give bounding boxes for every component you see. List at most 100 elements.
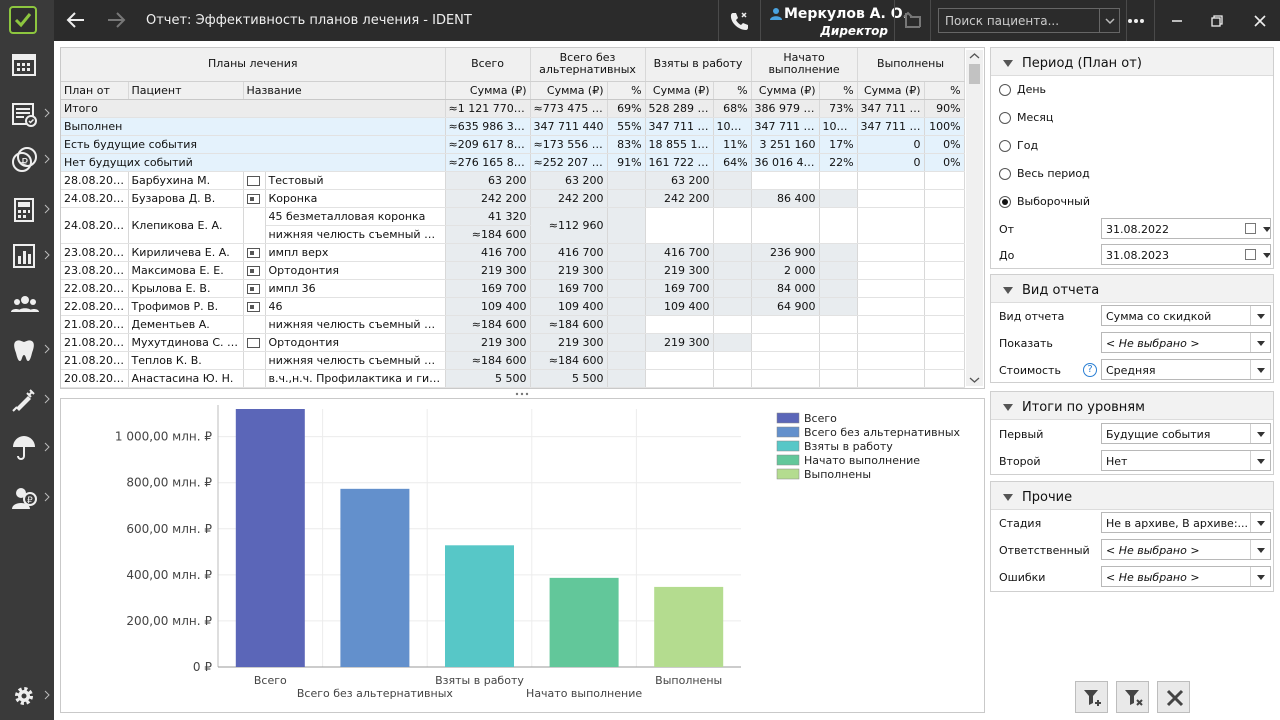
table-row[interactable]: 22.08.2023 Крылова Е. В. импл 36 169 700 169… bbox=[61, 279, 965, 298]
history-icon[interactable] bbox=[902, 9, 924, 31]
header-started[interactable]: Начато выполнение bbox=[751, 48, 858, 82]
summary-row[interactable]: Есть будущие события ≈209 617 885 ≈173 556… bbox=[61, 135, 965, 154]
chevron-down-icon[interactable] bbox=[1250, 451, 1270, 470]
header-pct[interactable]: % bbox=[819, 81, 858, 100]
radio-all-period[interactable]: Весь период bbox=[999, 167, 1090, 180]
levels-panel-header[interactable]: Итоги по уровням bbox=[991, 392, 1273, 420]
header-sum[interactable]: Сумма (₽) bbox=[445, 81, 531, 100]
patients-icon[interactable] bbox=[0, 284, 54, 324]
apply-filter-button[interactable] bbox=[1075, 681, 1108, 713]
header-taken[interactable]: Взяты в работу bbox=[645, 48, 752, 82]
back-arrow-icon[interactable] bbox=[64, 9, 88, 31]
report-type-select[interactable]: Сумма со скидкой bbox=[1101, 305, 1271, 326]
patient-search-input[interactable]: Поиск пациента... bbox=[938, 8, 1120, 33]
radio-day[interactable]: День bbox=[999, 83, 1046, 96]
radio-year[interactable]: Год bbox=[999, 139, 1038, 152]
plan-checkbox[interactable] bbox=[246, 337, 260, 348]
calendar-icon[interactable] bbox=[0, 44, 54, 84]
header-pct[interactable]: % bbox=[924, 81, 965, 100]
chevron-down-icon[interactable] bbox=[1250, 513, 1270, 532]
report-type-panel-header[interactable]: Вид отчета bbox=[991, 275, 1273, 303]
scroll-up-icon[interactable] bbox=[969, 52, 980, 60]
doctor-icon[interactable]: ₽ bbox=[0, 478, 54, 518]
plan-checkbox[interactable] bbox=[246, 301, 260, 312]
table-row[interactable]: 21.08.2023 Теплов К. В. нижняя челюсть съе… bbox=[61, 351, 965, 370]
maximize-icon[interactable] bbox=[1206, 10, 1228, 32]
panel-splitter-handle[interactable] bbox=[512, 391, 532, 397]
period-panel-header[interactable]: Период (План от) bbox=[991, 48, 1273, 76]
header-no-alt[interactable]: Всего без альтернативных bbox=[530, 48, 646, 82]
errors-select[interactable]: < Не выбрано > bbox=[1101, 566, 1271, 587]
table-row[interactable]: 23.08.2023 Максимова Е. Е. Ортодонтия 219 3… bbox=[61, 261, 965, 280]
header-sum[interactable]: Сумма (₽) bbox=[751, 81, 820, 100]
plan-checkbox[interactable] bbox=[246, 193, 260, 204]
tooth-icon[interactable] bbox=[0, 330, 54, 370]
header-pct[interactable]: % bbox=[713, 81, 752, 100]
calendar-small-icon[interactable] bbox=[1245, 223, 1256, 234]
scroll-down-icon[interactable] bbox=[969, 376, 980, 384]
radio-custom[interactable]: Выборочный bbox=[999, 195, 1090, 208]
settings-icon[interactable] bbox=[0, 676, 54, 716]
table-row[interactable]: 22.08.2023 Трофимов Р. В. 46 109 400 109 400… bbox=[61, 297, 965, 316]
radio-month[interactable]: Месяц bbox=[999, 111, 1053, 124]
forward-arrow-icon[interactable] bbox=[104, 9, 128, 31]
syringe-icon[interactable] bbox=[0, 380, 54, 420]
summary-row[interactable]: Нет будущих событий ≈276 165 890 ≈252 207 … bbox=[61, 153, 965, 172]
app-logo-icon[interactable] bbox=[9, 6, 37, 34]
header-sum[interactable]: Сумма (₽) bbox=[530, 81, 608, 100]
chevron-down-icon[interactable] bbox=[1250, 540, 1270, 559]
clear-filter-button[interactable] bbox=[1116, 681, 1149, 713]
finance-icon[interactable]: ₽ bbox=[0, 140, 54, 180]
insurance-icon[interactable] bbox=[0, 428, 54, 468]
chevron-down-icon[interactable] bbox=[1257, 245, 1270, 264]
table-row[interactable]: 21.08.2023 Мухутдинова С. Ю. Ортодонтия 219… bbox=[61, 333, 965, 352]
excel-export-button[interactable] bbox=[1157, 681, 1190, 713]
user-info[interactable]: Меркулов А. О. Директор bbox=[770, 4, 908, 38]
other-panel-header[interactable]: Прочие bbox=[991, 482, 1273, 510]
header-sum[interactable]: Сумма (₽) bbox=[857, 81, 925, 100]
date-from-field[interactable]: 31.08.2022 bbox=[1101, 218, 1271, 239]
chevron-down-icon[interactable] bbox=[1250, 333, 1270, 352]
date-to-field[interactable]: 31.08.2023 bbox=[1101, 244, 1271, 265]
header-plans[interactable]: Планы лечения bbox=[61, 48, 446, 82]
header-total[interactable]: Всего bbox=[445, 48, 531, 82]
reports-icon[interactable] bbox=[0, 236, 54, 276]
chevron-down-icon[interactable] bbox=[1250, 424, 1270, 443]
second-level-select[interactable]: Нет bbox=[1101, 450, 1271, 471]
close-icon[interactable] bbox=[1249, 10, 1271, 32]
table-row[interactable]: нижняя челюсть съемный протез ≈184 600 bbox=[61, 225, 964, 244]
header-done[interactable]: Выполнены bbox=[857, 48, 965, 82]
plan-checkbox[interactable] bbox=[246, 247, 260, 258]
chevron-down-icon[interactable] bbox=[1250, 306, 1270, 325]
stage-select[interactable]: Не в архиве, В архиве:... bbox=[1101, 512, 1271, 533]
plan-checkbox[interactable] bbox=[246, 265, 260, 276]
calculator-icon[interactable] bbox=[0, 190, 54, 230]
table-row[interactable]: 20.08.2023 Анастасина Ю. Н. в.ч.,н.ч. Проф… bbox=[61, 369, 965, 388]
scrollbar-thumb[interactable] bbox=[969, 64, 980, 84]
table-row[interactable]: 24.08.2023 Бузарова Д. В. Коронка 242 200 24… bbox=[61, 189, 965, 208]
responsible-select[interactable]: < Не выбрано > bbox=[1101, 539, 1271, 560]
table-row[interactable]: 23.08.2023 Кириличева Е. А. импл верх 416 7… bbox=[61, 243, 965, 262]
cost-select[interactable]: Средняя bbox=[1101, 359, 1271, 380]
table-scrollbar[interactable] bbox=[966, 50, 983, 386]
first-level-select[interactable]: Будущие события bbox=[1101, 423, 1271, 444]
chevron-down-icon[interactable] bbox=[1250, 360, 1270, 379]
help-icon[interactable]: ? bbox=[1083, 363, 1097, 377]
table-row[interactable]: 21.08.2023 Дементьев А. нижняя челюсть съе… bbox=[61, 315, 965, 334]
show-select[interactable]: < Не выбрано > bbox=[1101, 332, 1271, 353]
minimize-icon[interactable] bbox=[1166, 10, 1188, 32]
header-plan-from[interactable]: План от bbox=[61, 81, 129, 100]
header-sum[interactable]: Сумма (₽) bbox=[645, 81, 714, 100]
summary-row[interactable]: Выполнен ≈635 986 390 347 711 440 55% 347 71… bbox=[61, 117, 965, 136]
calendar-small-icon[interactable] bbox=[1245, 249, 1256, 260]
plan-checkbox[interactable] bbox=[246, 175, 260, 186]
table-row[interactable]: 28.08.2023 Барбухина М. Тестовый 63 200 63 2… bbox=[61, 171, 965, 190]
more-options-icon[interactable] bbox=[1125, 10, 1147, 32]
chevron-down-icon[interactable] bbox=[1257, 219, 1270, 238]
header-patient[interactable]: Пациент bbox=[128, 81, 244, 100]
summary-row[interactable]: Итого ≈1 121 770 165 ≈773 475 048 69% 528 28… bbox=[61, 99, 965, 118]
table-row[interactable]: 24.08.2023 Клепикова Е. А. 45 безметаллова… bbox=[61, 207, 965, 244]
chevron-down-icon[interactable] bbox=[1250, 567, 1270, 586]
phone-icon[interactable] bbox=[728, 10, 750, 32]
header-pct[interactable]: % bbox=[607, 81, 646, 100]
